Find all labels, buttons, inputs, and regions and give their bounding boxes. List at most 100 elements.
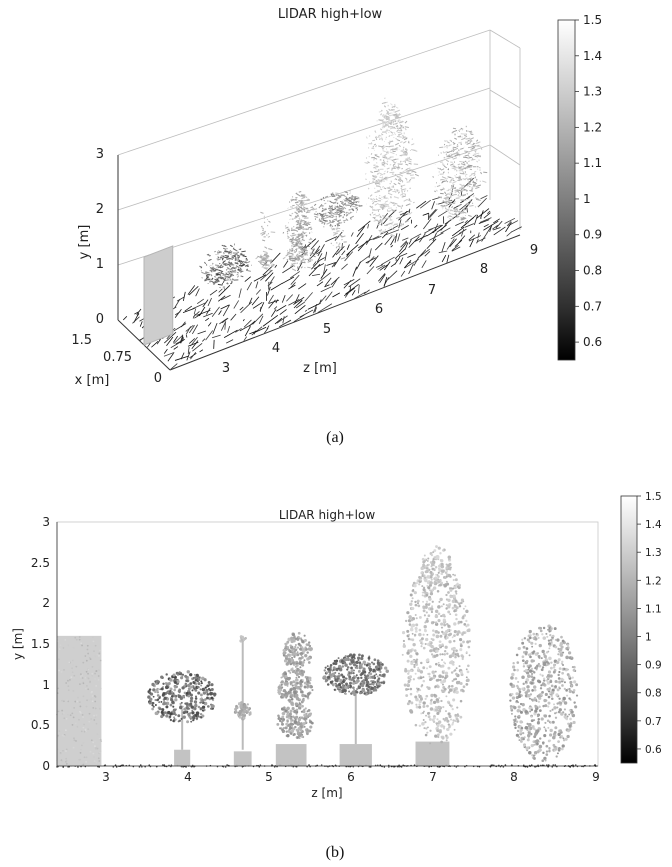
b-ground-point (259, 764, 262, 766)
b-plant-3-point (300, 716, 304, 720)
b-plant-5-point (448, 558, 451, 561)
a-plant-6-point (455, 197, 460, 199)
a-plant-5-point (387, 126, 390, 128)
b-plant-5-point (452, 698, 456, 702)
a-plant-6-point (472, 180, 475, 183)
a-plant-6-point (451, 213, 454, 216)
a-plant-6-point (467, 155, 470, 158)
a-plant-6-point (453, 142, 456, 145)
a-plant-6-point (464, 206, 468, 209)
b-plant-5-point (415, 705, 419, 709)
a-plant-6-point (448, 144, 451, 147)
b-plant-4-point (382, 673, 386, 677)
b-plant-1-point (206, 705, 210, 708)
b-board-point (61, 699, 63, 702)
a-ground-stroke (440, 220, 450, 231)
b-plant-5-point (466, 678, 470, 683)
a-plant-1-point (236, 273, 239, 276)
b-plant-5-point (425, 593, 429, 597)
a-ground-stroke (163, 351, 175, 357)
b-plant-5-point (441, 664, 445, 668)
a-plant-4-point (349, 190, 351, 192)
b-plant-3-point (294, 644, 297, 647)
b-plant-3-point (308, 676, 312, 680)
a-plant-5-point (401, 204, 404, 207)
b-board-point (61, 712, 64, 715)
a-plant-6-point (471, 145, 477, 148)
b-plant-5-point (406, 659, 410, 663)
a-plant-5-point (402, 159, 408, 163)
a-ground-stroke (357, 220, 371, 232)
b-ground-point (547, 764, 550, 766)
b-plant-5-point (453, 622, 457, 626)
a-plant-6-point (457, 179, 463, 181)
b-plant-3-point (298, 736, 301, 740)
b-plant-4-point (336, 675, 340, 679)
b-board-point (92, 752, 95, 755)
a-plant-3-point (300, 194, 305, 197)
b-board-point (70, 676, 73, 679)
a-ground-stroke (239, 306, 244, 311)
b-plant-5-point (429, 701, 433, 705)
b-plant-1-point (151, 704, 154, 707)
a-plant-6-point (467, 139, 470, 142)
b-plant-5-point (450, 684, 454, 688)
a-ground-stroke (276, 304, 287, 312)
a-plant-1-point (237, 258, 240, 260)
b-plant-5-point (456, 630, 461, 634)
a-plant-2-point (260, 211, 264, 214)
b-plant-4-point (348, 675, 352, 679)
a-ground-stroke (286, 294, 293, 302)
a-plant-4-point (341, 202, 346, 206)
b-board-point (77, 696, 79, 699)
b-plant-4-point (351, 656, 354, 659)
a-plant-3-point (302, 235, 305, 238)
a-plant-5-point (392, 210, 396, 213)
a-plant-1-point (230, 251, 232, 254)
b-plant-6-point (549, 709, 552, 713)
a-ground-stroke (319, 257, 325, 261)
b-plant-1-point (165, 673, 168, 676)
b-plant-5-point (445, 630, 449, 634)
b-plant-5-point (437, 720, 442, 724)
b-plant-5-point (429, 649, 433, 653)
b-plant-3-point (304, 721, 307, 724)
b-plant-1-point (187, 712, 191, 716)
b-plant-1-point (183, 691, 187, 695)
b-plant-3-point (303, 713, 307, 717)
b-plant-3-point (297, 733, 302, 738)
a-plant-3-point (287, 251, 291, 254)
a-plant-1-point (211, 267, 215, 270)
b-board-point (88, 656, 91, 659)
a-plant-5-point (391, 168, 393, 171)
a-ground-stroke (335, 245, 345, 256)
a-plant-3-point (282, 256, 286, 260)
b-board-point (90, 698, 93, 701)
b-plant-5-point (420, 712, 423, 715)
a-plant-1-point (222, 260, 226, 263)
a-plant-6-point (466, 142, 471, 145)
a-ground-stroke (469, 238, 475, 248)
a-ground-stroke (243, 336, 248, 342)
a-plant-3-point (291, 212, 294, 215)
b-plant-5-point (404, 619, 408, 623)
b-plant-1-point (197, 685, 200, 689)
a-plant-5-point (371, 211, 374, 214)
b-plant-5-point (453, 630, 457, 634)
b-plant-5-point (432, 700, 437, 705)
b-plant-5-point (429, 570, 433, 574)
a-plant-3-point (299, 225, 302, 227)
a-ground-stroke (408, 208, 411, 214)
b-plant-1-point (194, 697, 198, 700)
b-plant-6-point (526, 738, 530, 742)
a-plant-5-point (401, 194, 404, 197)
a-ground-stroke (290, 271, 300, 279)
a-plant-2-point (269, 269, 272, 272)
b-plant-3-point (284, 672, 288, 676)
b-plant-5-point (407, 688, 410, 691)
a-plant-6-point (476, 144, 480, 147)
b-plant-5-point (423, 586, 426, 589)
b-board-point (79, 673, 82, 676)
a-plant-1-point (210, 280, 215, 283)
a-plant-3-point (297, 234, 302, 236)
